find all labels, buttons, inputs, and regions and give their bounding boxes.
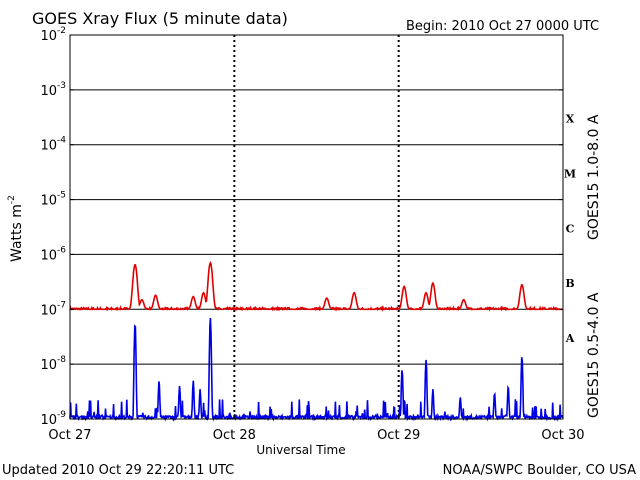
series-short-channel-line [69, 317, 564, 423]
y-tick-label: 10-2 [40, 26, 66, 44]
y-tick-label: 10-3 [40, 81, 66, 99]
x-tick-label: Oct 27 [48, 428, 91, 443]
y-axis-label-base: Watts m [9, 204, 25, 262]
series-layer [69, 261, 564, 423]
legend-long-channel: GOES15 1.0-8.0 A [586, 114, 602, 240]
flare-class-label: A [565, 332, 575, 345]
legend-short-channel: GOES15 0.5-4.0 A [586, 292, 602, 418]
updated-timestamp: Updated 2010 Oct 29 22:20:11 UTC [2, 463, 234, 478]
flare-class-labels: A B C M X [564, 113, 576, 345]
x-tick-label: Oct 29 [377, 428, 420, 443]
x-axis-ticks: Oct 27 Oct 28 Oct 29 Oct 30 [48, 414, 585, 443]
flare-class-label: B [565, 277, 574, 290]
chart-title: GOES Xray Flux (5 minute data) [32, 9, 288, 28]
y-axis-label: Watts m-2 [7, 195, 25, 262]
y-tick-label: 10-4 [40, 136, 66, 154]
x-tick-label: Oct 30 [541, 428, 584, 443]
x-tick-label: Oct 28 [213, 428, 256, 443]
y-tick-label: 10-8 [40, 355, 66, 373]
series-long-channel-line [69, 261, 563, 312]
y-tick-label: 10-5 [40, 191, 66, 209]
flare-class-label: X [566, 113, 575, 126]
y-axis-label-exponent: -2 [7, 195, 17, 204]
y-tick-label: 10-7 [40, 300, 66, 318]
begin-date-label: Begin: 2010 Oct 27 0000 UTC [406, 19, 599, 34]
y-tick-label: 10-6 [40, 245, 66, 263]
credit-label: NOAA/SWPC Boulder, CO USA [443, 463, 636, 478]
x-axis-label: Universal Time [256, 443, 345, 457]
plot-frame [69, 34, 564, 420]
grid-layer [70, 35, 563, 419]
flare-class-label: C [566, 222, 575, 235]
y-axis-ticks: 10-9 10-8 10-7 10-6 10-5 10-4 10-3 10-2 [40, 26, 563, 428]
y-tick-label: 10-9 [40, 410, 66, 428]
flare-class-label: M [564, 167, 576, 180]
